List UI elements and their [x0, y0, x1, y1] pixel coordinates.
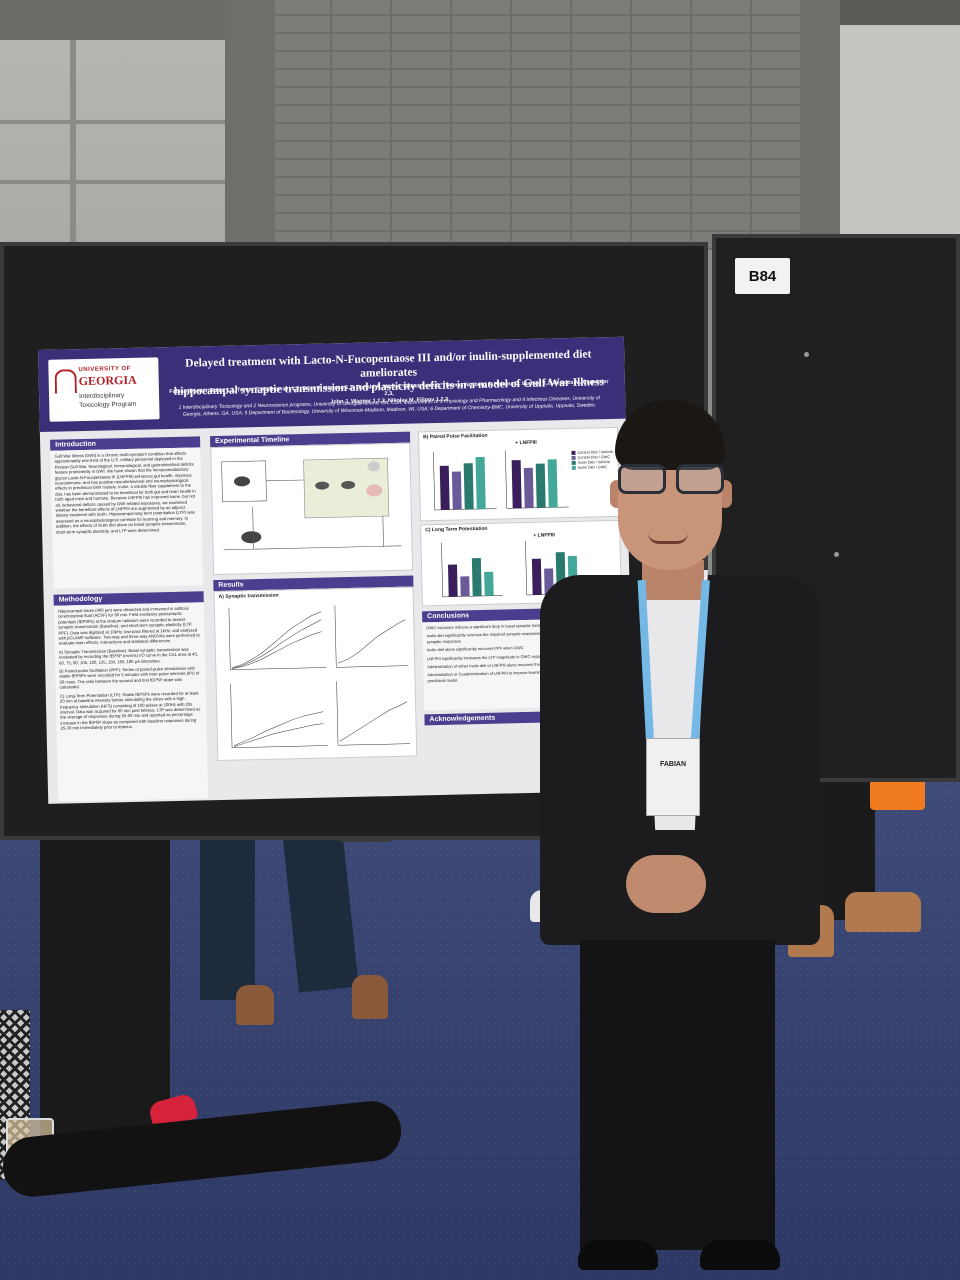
dress-shoe	[700, 1240, 780, 1270]
bg-person-shoe	[236, 985, 274, 1025]
poster-column-1: Introduction Gulf War Illness (GWI) is a…	[50, 436, 209, 802]
methodology-paragraph: C) Long-Term Potentiation (LTP): Stable …	[59, 690, 201, 731]
trousers	[680, 940, 775, 1250]
methodology-text: Hippocampal slices (400 µm) were dissect…	[53, 602, 209, 802]
io-curve-plots	[228, 605, 411, 748]
poster-column-2: Experimental Timeline Results	[209, 431, 418, 762]
bg-person-coat	[40, 830, 170, 1150]
poster-column-3: B) Paired Pulse Facilitation + LNFPIII C…	[417, 426, 625, 726]
introduction-paragraph: Gulf War Illness (GWI) is a chronic mult…	[54, 450, 196, 535]
methodology-paragraph: B) Paired-pulse facilitation (PPF): Seri…	[59, 665, 200, 690]
orange-bag	[870, 778, 925, 810]
uga-logo: UNIVERSITY OF GEORGIA Interdisciplinary …	[48, 357, 160, 422]
trousers	[580, 940, 680, 1250]
ppf-bar-charts	[433, 450, 569, 511]
methodology-paragraph: A) Synaptic Transmission (Baseline): Bas…	[58, 646, 199, 666]
introduction-text: Gulf War Illness (GWI) is a chronic mult…	[50, 447, 204, 589]
methodology-paragraph: Hippocampal slices (400 µm) were dissect…	[57, 605, 200, 647]
hair	[615, 400, 725, 470]
ppf-figure: B) Paired Pulse Facilitation + LNFPIII C…	[417, 426, 620, 522]
pillar-left	[225, 0, 275, 260]
hall-wall-left	[0, 0, 230, 250]
logo-line2: GEORGIA	[78, 372, 137, 389]
bg-person-shoe	[352, 975, 388, 1019]
ltp-bar-charts	[441, 540, 587, 598]
bg-person-leg	[200, 820, 255, 1000]
presenter: FABIAN	[530, 400, 830, 1280]
booth-number-label: B84	[735, 258, 790, 294]
timeline-illustration	[221, 457, 402, 551]
glasses-icon	[614, 464, 730, 498]
brick-wall	[270, 0, 805, 250]
logo-line1: UNIVERSITY OF	[78, 365, 131, 374]
smile	[648, 533, 688, 544]
ltp-figure: C) Long Term Potentiation + LNFPIII	[420, 519, 622, 607]
bg-person-shoe	[845, 892, 921, 932]
logo-line4: Toxicology Program	[79, 400, 137, 410]
hall-wall-right	[835, 0, 960, 240]
clasped-hands	[626, 855, 706, 913]
research-poster: UNIVERSITY OF GEORGIA Interdisciplinary …	[38, 336, 635, 804]
dress-shoe	[578, 1240, 658, 1270]
arch-icon	[54, 369, 77, 394]
name-badge: FABIAN	[646, 738, 700, 816]
pillar-right	[800, 0, 840, 240]
results-figure: A) Synaptic transmission	[213, 586, 418, 762]
logo-line3: Interdisciplinary	[78, 392, 125, 401]
timeline-figure	[210, 442, 414, 576]
